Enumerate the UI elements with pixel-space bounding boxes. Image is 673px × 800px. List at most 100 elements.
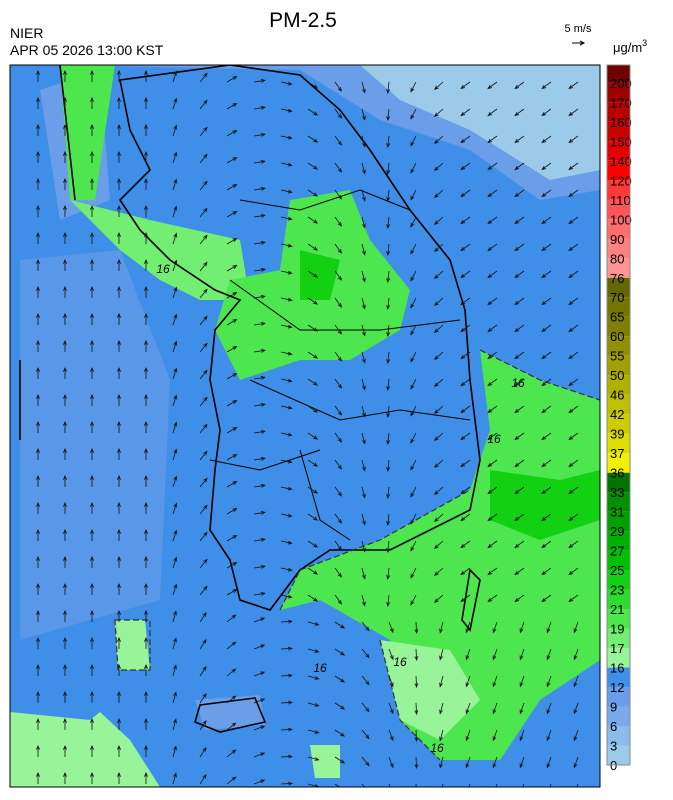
wind-arrow (465, 648, 471, 661)
wind-arrow (90, 528, 94, 541)
wind-arrow (226, 588, 238, 596)
wind-arrow (199, 261, 208, 272)
wind-arrow (172, 124, 178, 137)
wind-arrow (487, 567, 498, 576)
wind-arrow (334, 648, 346, 656)
wind-arrow (144, 690, 148, 703)
wind-arrow (307, 162, 319, 170)
wind-arrow (63, 177, 67, 190)
colorbar-label: 55 (610, 349, 624, 364)
wind-arrow (90, 231, 94, 244)
wind-arrow (573, 756, 579, 769)
wind-arrow (487, 243, 498, 252)
wind-arrow (172, 70, 178, 83)
wind-arrow (144, 609, 148, 622)
wind-arrow (307, 486, 319, 494)
wind-arrow (388, 621, 394, 634)
wind-arrow (280, 216, 293, 221)
wind-arrow (36, 204, 40, 217)
wind-arrow (361, 432, 366, 445)
wind-arrow (63, 204, 67, 217)
wind-arrow (334, 594, 343, 605)
wind-arrow (307, 378, 319, 386)
colorbar-label: 80 (610, 251, 624, 266)
wind-arrow (307, 108, 319, 116)
sea-field (20, 250, 170, 640)
colorbar-bin (607, 726, 630, 746)
wind-arrow (361, 459, 366, 472)
wind-arrow (361, 135, 366, 148)
wind-arrow (253, 132, 266, 137)
wind-arrow (199, 531, 208, 542)
wind-arrow (63, 123, 67, 136)
wind-arrow (487, 324, 498, 333)
wind-arrow (226, 102, 238, 110)
wind-arrow (361, 270, 366, 283)
wind-arrow (280, 270, 293, 275)
wind-arrow (514, 432, 525, 441)
wind-arrow (433, 324, 444, 333)
wind-arrow (117, 393, 121, 406)
wind-arrow (487, 351, 498, 360)
wind-arrow (280, 646, 294, 651)
colorbar-label: 31 (610, 505, 624, 520)
colorbar-label: 65 (610, 310, 624, 325)
green-field (380, 640, 480, 740)
wind-arrow (36, 150, 40, 163)
wind-arrow (433, 540, 444, 549)
wind-arrow (487, 459, 498, 468)
wind-arrow (117, 636, 121, 649)
wind-arrow (307, 729, 320, 734)
wind-arrow (63, 339, 67, 352)
wind-arrow (460, 432, 471, 441)
wind-arrow (280, 432, 293, 437)
wind-arrow (492, 729, 498, 742)
wind-arrow (90, 393, 94, 406)
green-field (10, 712, 160, 787)
wind-arrow (433, 486, 444, 495)
wind-arrow (199, 585, 208, 596)
wind-arrow (386, 108, 391, 121)
wind-arrow (361, 297, 366, 310)
wind-arrow (460, 567, 471, 576)
wind-arrow (199, 153, 208, 164)
colorbar-label: 60 (610, 329, 624, 344)
wind-arrow (361, 189, 366, 202)
wind-arrow (386, 486, 391, 499)
wind-arrow (117, 447, 121, 460)
wind-arrow (568, 405, 579, 414)
wind-arrow (487, 432, 498, 441)
wind-arrow (433, 351, 444, 360)
wind-arrow (280, 594, 293, 599)
wind-arrow (90, 312, 94, 325)
wind-arrow (280, 81, 293, 86)
wind-arrow (199, 72, 208, 83)
wind-arrow (573, 648, 579, 661)
wind-arrow (410, 567, 417, 579)
wind-arrow (144, 663, 148, 676)
wind-arrow (36, 717, 40, 730)
wind-arrow (361, 729, 370, 740)
wind-arrow (541, 513, 552, 522)
wind-arrow (172, 448, 178, 461)
wind-arrow (90, 636, 94, 649)
wind-arrow (144, 447, 148, 460)
colorbar-label: 12 (610, 680, 624, 695)
wind-arrow (117, 258, 121, 271)
wind-arrow (568, 324, 579, 333)
wind-arrow (199, 423, 208, 434)
wind-arrow (334, 351, 343, 362)
colorbar-bin (607, 375, 630, 395)
wind-arrow (280, 459, 293, 464)
colorbar-bin (607, 589, 630, 610)
colorbar-bin (607, 453, 630, 473)
wind-arrow (386, 216, 391, 229)
green-field (490, 470, 600, 540)
wind-arrow (90, 447, 94, 460)
wind-arrow (117, 663, 121, 676)
wind-arrow (361, 783, 365, 787)
wind-arrow (36, 420, 40, 433)
wind-arrow (36, 636, 40, 649)
wind-arrow (117, 690, 121, 703)
wind-arrow (36, 663, 40, 676)
